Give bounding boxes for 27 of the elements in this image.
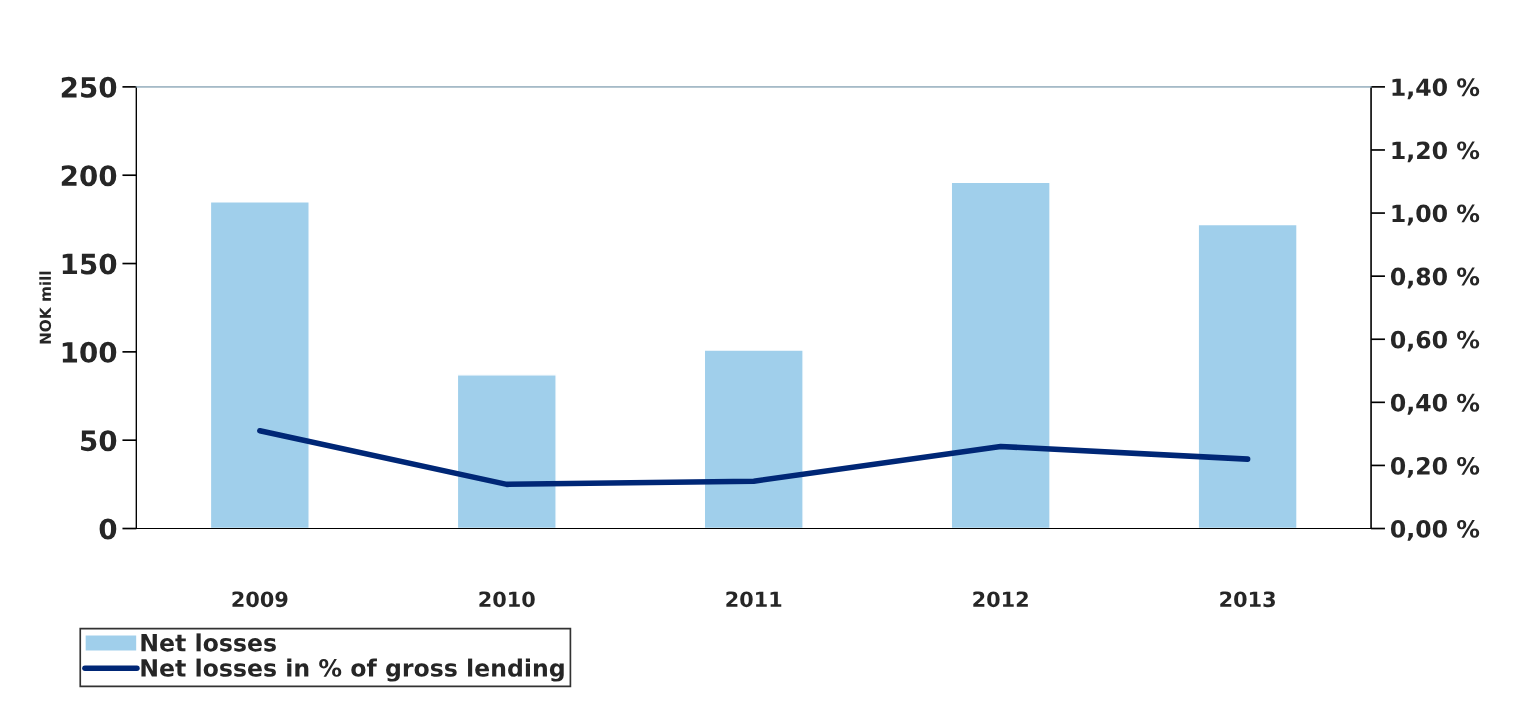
y2-tick-label: 0,60 % (1390, 330, 1480, 352)
y2-tick-label: 0,00 % (1390, 519, 1480, 541)
y2-tick-label: 0,80 % (1390, 267, 1480, 289)
x-tick-label: 2012 (973, 591, 1028, 608)
bar (950, 181, 1051, 529)
legend-label: Net losses (141, 633, 276, 652)
y-tick-label: 0 (99, 518, 117, 540)
y2-tick-label: 0,20 % (1390, 456, 1480, 478)
legend-label: Net losses in % of gross lending (141, 658, 564, 682)
bar (703, 349, 804, 529)
y-tick-label: 50 (81, 430, 117, 452)
y2-tick-label: 0,40 % (1390, 393, 1480, 415)
x-tick-label: 2009 (232, 591, 288, 608)
y2-tick-label: 1,40 % (1392, 78, 1480, 100)
x-tick-label: 2011 (726, 591, 782, 608)
bar (456, 374, 557, 529)
y-tick-label: 150 (62, 253, 117, 275)
y-axis-title: NOK mill (39, 271, 52, 344)
x-tick-label: 2010 (479, 591, 535, 608)
bar (1197, 223, 1298, 529)
y-tick-label: 250 (61, 76, 117, 98)
x-tick-label: 2013 (1220, 591, 1275, 608)
bar (209, 201, 310, 529)
y-tick-label: 100 (62, 341, 117, 363)
y2-tick-label: 1,00 % (1392, 204, 1480, 226)
y-tick-label: 200 (61, 165, 117, 187)
y2-tick-label: 1,20 % (1392, 141, 1480, 163)
